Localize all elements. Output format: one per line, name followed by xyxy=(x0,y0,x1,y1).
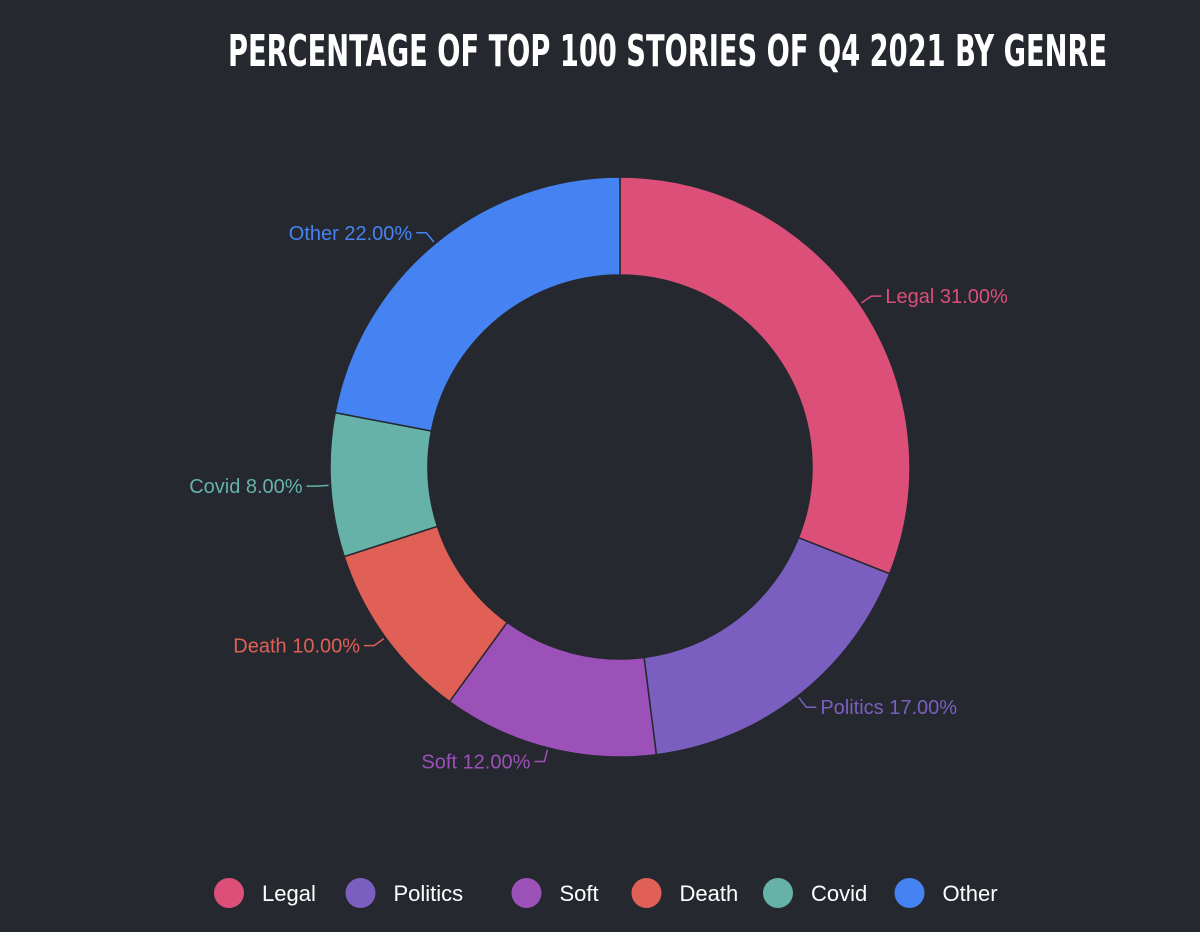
legend-label-covid: Covid xyxy=(811,881,867,906)
legend-marker-covid xyxy=(763,878,793,908)
legend-marker-other xyxy=(894,878,925,908)
slice-politics[interactable] xyxy=(643,536,891,756)
legend-marker-legal xyxy=(214,878,244,908)
legend-marker-politics xyxy=(345,878,376,908)
legend-label-politics: Politics xyxy=(394,881,464,906)
chart-legend: Legal Politics Soft Death Covid Other xyxy=(214,878,998,908)
legend-item-covid[interactable]: Covid xyxy=(763,878,867,908)
legend-item-legal[interactable]: Legal xyxy=(214,878,316,908)
legend-label-soft: Soft xyxy=(560,881,599,906)
legend-item-politics[interactable]: Politics xyxy=(345,878,464,908)
legend-marker-soft xyxy=(511,878,542,908)
leader-line-legal xyxy=(861,295,882,304)
leader-line-covid xyxy=(306,484,329,487)
slice-label-death: Death 10.00% xyxy=(233,636,360,658)
leader-line-other xyxy=(416,232,435,243)
donut-slices xyxy=(329,176,911,758)
legend-item-other[interactable]: Other xyxy=(894,878,998,908)
slice-label-covid: Covid 8.00% xyxy=(189,476,303,498)
legend-label-other: Other xyxy=(943,881,998,906)
legend-label-death: Death xyxy=(680,881,739,906)
legend-item-soft[interactable]: Soft xyxy=(511,878,599,908)
legend-marker-death xyxy=(631,878,662,908)
legend-item-death[interactable]: Death xyxy=(631,878,739,908)
slice-label-legal: Legal 31.00% xyxy=(885,286,1008,308)
leader-line-death xyxy=(364,638,385,647)
slice-label-soft: Soft 12.00% xyxy=(421,751,530,773)
leader-line-politics xyxy=(798,697,817,708)
chart-title: PERCENTAGE OF TOP 100 STORIES OF Q4 2021… xyxy=(228,26,1108,77)
slice-labels: Legal 31.00% Politics 17.00% Soft 12.00% De… xyxy=(189,223,1008,774)
slice-label-politics: Politics 17.00% xyxy=(820,697,957,719)
slice-label-other: Other 22.00% xyxy=(289,223,413,245)
slice-other[interactable] xyxy=(334,176,621,432)
label-leader-lines xyxy=(306,232,882,763)
leader-line-soft xyxy=(534,749,549,763)
legend-label-legal: Legal xyxy=(262,881,316,906)
slice-legal[interactable] xyxy=(619,176,911,575)
